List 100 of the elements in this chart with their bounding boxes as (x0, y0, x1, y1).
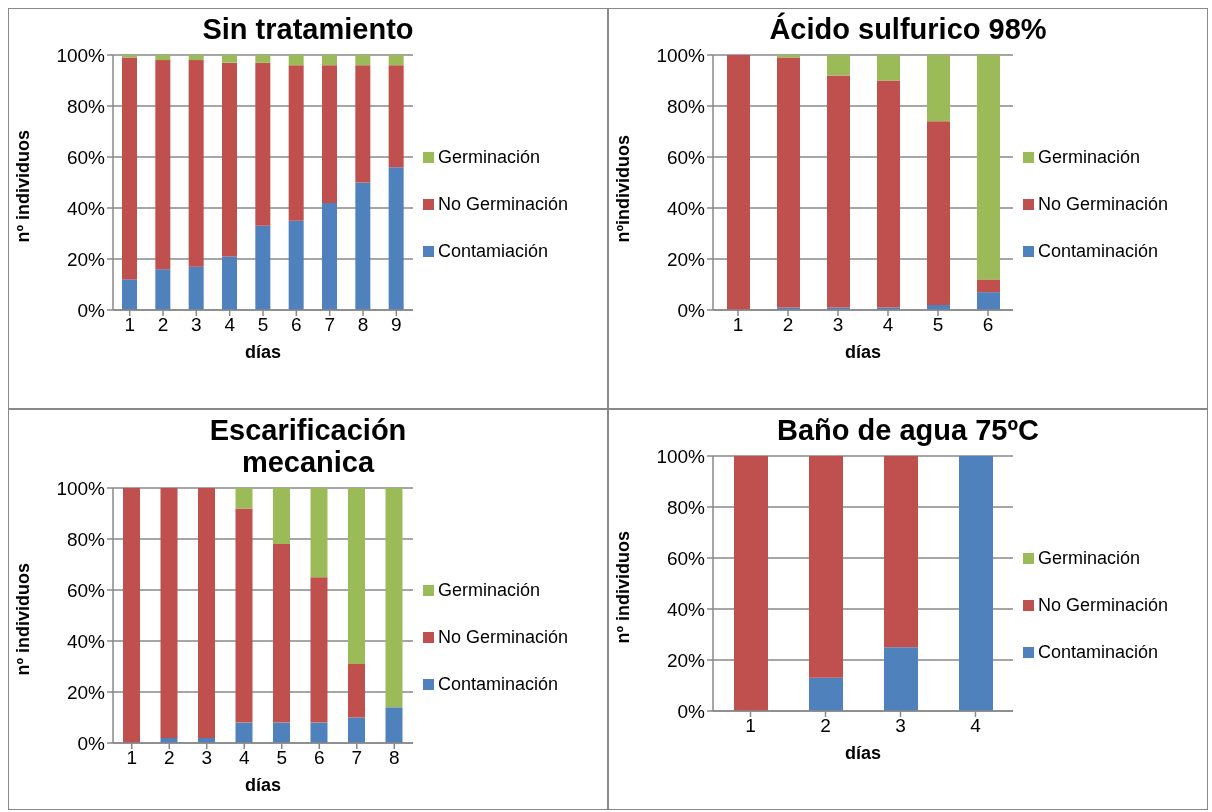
x-tick-label: 1 (124, 314, 135, 336)
bar (322, 55, 337, 66)
x-axis-title: días (244, 775, 282, 795)
bar (255, 62, 271, 226)
x-tick-label: 5 (932, 314, 944, 336)
x-axis-title: días (844, 342, 882, 362)
bar (288, 65, 304, 221)
y-tick-label: 20% (66, 248, 106, 270)
x-tick-label: 1 (745, 715, 756, 737)
x-tick-label: 8 (388, 747, 400, 769)
bar (273, 488, 290, 545)
x-tick-label: 6 (982, 314, 994, 336)
y-tick-label: 100% (656, 445, 706, 467)
bar (727, 55, 750, 310)
bar (122, 55, 137, 58)
y-axis-title: nº individuos (13, 562, 34, 676)
x-tick-label: 7 (324, 314, 335, 336)
bar (977, 55, 1000, 280)
x-tick-label: 1 (126, 747, 138, 769)
chart-title: Ácido sulfurico 98% (769, 13, 1047, 45)
y-tick-label: 60% (666, 547, 706, 569)
x-tick-label: 4 (224, 314, 236, 336)
x-tick-label: 1 (732, 314, 744, 336)
y-tick-label: 0% (77, 732, 106, 754)
y-tick-label: 20% (666, 649, 706, 671)
x-tick-label: 3 (201, 747, 213, 769)
y-tick-label: 0% (677, 700, 706, 722)
bar (348, 488, 365, 664)
bar (355, 182, 371, 310)
y-tick-label: 100% (56, 477, 106, 499)
y-tick-label: 40% (66, 630, 106, 652)
x-tick-label: 2 (820, 715, 831, 737)
y-tick-label: 60% (66, 579, 106, 601)
bar (388, 65, 404, 168)
y-tick-label: 0% (677, 299, 706, 321)
y-tick-label: 80% (66, 528, 106, 550)
legend-label: Germinación (1038, 146, 1141, 168)
bar (977, 279, 1000, 293)
chart-title: Baño de agua 75ºC (777, 414, 1039, 446)
bar (273, 544, 290, 723)
legend-label: No Germinación (1038, 594, 1169, 616)
bar (385, 707, 403, 743)
x-tick-label: 2 (163, 747, 175, 769)
x-tick-label: 3 (832, 314, 844, 336)
bar (877, 55, 900, 81)
x-axis-title: días (844, 743, 882, 763)
bar (222, 256, 237, 310)
bar (348, 663, 365, 718)
bar (155, 60, 171, 270)
legend-label: Contaminación (1038, 240, 1159, 262)
bar (222, 62, 237, 257)
bar (122, 57, 137, 280)
x-tick-label: 6 (313, 747, 325, 769)
y-tick-label: 20% (666, 248, 706, 270)
legend-label: No Germinación (1038, 193, 1169, 215)
x-tick-label: 5 (276, 747, 288, 769)
x-tick-label: 2 (782, 314, 794, 336)
bar (355, 55, 371, 66)
bar (160, 488, 178, 738)
x-tick-label: 3 (895, 715, 906, 737)
x-tick-label: 7 (351, 747, 363, 769)
y-tick-label: 40% (666, 598, 706, 620)
bar (155, 55, 171, 61)
x-tick-label: 3 (191, 314, 202, 336)
x-tick-label: 9 (391, 314, 402, 336)
bar (348, 717, 365, 743)
bar (827, 55, 850, 76)
bar (310, 488, 328, 578)
bar (777, 55, 800, 58)
y-tick-label: 100% (656, 44, 706, 66)
y-tick-label: 40% (666, 197, 706, 219)
bar (884, 647, 918, 711)
bar (198, 488, 215, 738)
y-axis-title: nº individuos (613, 530, 634, 644)
bar (884, 456, 918, 648)
bar (388, 167, 404, 310)
bar (388, 55, 404, 66)
bar (322, 202, 337, 310)
y-tick-label: 60% (66, 146, 106, 168)
y-tick-label: 100% (56, 44, 106, 66)
bar (122, 279, 137, 310)
x-tick-label: 4 (238, 747, 250, 769)
legend-label: No Germinación (438, 193, 569, 215)
bar (273, 722, 290, 743)
bar (123, 488, 140, 743)
bar (827, 75, 850, 308)
chart-title: Sin tratamiento (202, 13, 414, 45)
y-axis-title: nºindividuos (613, 134, 634, 243)
bar (385, 488, 403, 708)
bar (155, 269, 171, 310)
bar (355, 65, 371, 183)
x-tick-label: 5 (257, 314, 269, 336)
y-axis-title: nº individuos (13, 129, 34, 243)
bar (188, 55, 204, 61)
bar (877, 80, 900, 308)
bar (255, 225, 271, 310)
y-tick-label: 80% (666, 496, 706, 518)
y-tick-label: 80% (66, 95, 106, 117)
bar (288, 55, 304, 66)
bar (734, 456, 768, 711)
